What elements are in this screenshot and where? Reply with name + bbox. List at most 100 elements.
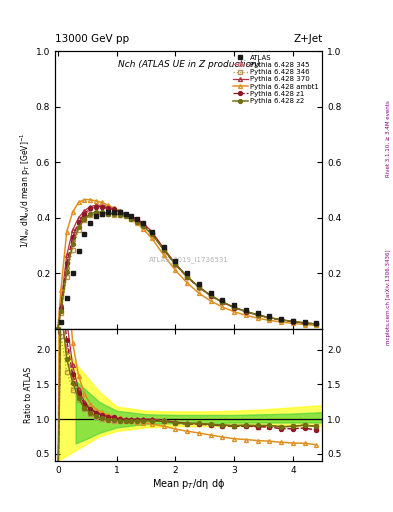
Pythia 6.428 346 xyxy=(82,218,87,224)
Pythia 6.428 ambt1 xyxy=(55,326,60,332)
Pythia 6.428 346 xyxy=(314,321,319,327)
Pythia 6.428 ambt1 xyxy=(100,199,105,205)
Pythia 6.428 z1 xyxy=(64,261,69,267)
Pythia 6.428 z2 xyxy=(55,326,60,332)
Pythia 6.428 370 xyxy=(135,216,140,222)
Pythia 6.428 ambt1 xyxy=(232,309,237,315)
Pythia 6.428 z1 xyxy=(279,317,283,323)
Pythia 6.428 346 xyxy=(196,284,201,290)
Pythia 6.428 z2 xyxy=(196,284,201,290)
Pythia 6.428 370 xyxy=(161,245,166,251)
Pythia 6.428 ambt1 xyxy=(59,287,63,293)
Pythia 6.428 345 xyxy=(94,203,99,209)
Pythia 6.428 ambt1 xyxy=(141,226,145,232)
Pythia 6.428 345 xyxy=(220,299,225,305)
Pythia 6.428 ambt1 xyxy=(123,212,128,218)
Pythia 6.428 ambt1 xyxy=(135,220,140,226)
Pythia 6.428 ambt1 xyxy=(208,298,213,304)
Legend: ATLAS, Pythia 6.428 345, Pythia 6.428 346, Pythia 6.428 370, Pythia 6.428 ambt1,: ATLAS, Pythia 6.428 345, Pythia 6.428 34… xyxy=(231,53,320,105)
Pythia 6.428 346 xyxy=(141,223,145,229)
Pythia 6.428 345 xyxy=(70,237,75,243)
Pythia 6.428 345 xyxy=(290,318,295,325)
Pythia 6.428 370 xyxy=(94,202,99,208)
Pythia 6.428 345 xyxy=(88,206,93,212)
Pythia 6.428 z2 xyxy=(267,314,272,321)
Pythia 6.428 345 xyxy=(82,212,87,218)
Pythia 6.428 ambt1 xyxy=(302,322,307,328)
Pythia 6.428 z2 xyxy=(208,292,213,298)
Pythia 6.428 z1 xyxy=(267,315,272,321)
Pythia 6.428 ambt1 xyxy=(88,197,93,203)
Pythia 6.428 z2 xyxy=(255,312,260,318)
Pythia 6.428 z1 xyxy=(82,210,87,217)
Pythia 6.428 345 xyxy=(196,285,201,291)
Pythia 6.428 z1 xyxy=(141,222,145,228)
Pythia 6.428 345 xyxy=(267,315,272,321)
Pythia 6.428 ambt1 xyxy=(82,197,87,203)
Pythia 6.428 346 xyxy=(94,210,99,217)
Pythia 6.428 ambt1 xyxy=(64,228,69,234)
Pythia 6.428 346 xyxy=(123,213,128,219)
Pythia 6.428 370 xyxy=(185,273,189,280)
Pythia 6.428 z1 xyxy=(220,299,225,305)
Pythia 6.428 346 xyxy=(220,299,225,305)
Pythia 6.428 346 xyxy=(279,317,283,323)
Pythia 6.428 z2 xyxy=(161,246,166,252)
Pythia 6.428 370 xyxy=(244,308,248,314)
Pythia 6.428 346 xyxy=(173,261,178,267)
Line: Pythia 6.428 ambt1: Pythia 6.428 ambt1 xyxy=(56,198,318,331)
Pythia 6.428 ambt1 xyxy=(70,209,75,215)
Pythia 6.428 z1 xyxy=(314,321,319,327)
Pythia 6.428 370 xyxy=(173,261,178,267)
Text: Z+Jet: Z+Jet xyxy=(293,33,322,44)
Pythia 6.428 z1 xyxy=(302,320,307,326)
Pythia 6.428 z1 xyxy=(290,318,295,325)
Pythia 6.428 ambt1 xyxy=(150,236,154,242)
Pythia 6.428 z2 xyxy=(220,299,225,305)
Pythia 6.428 345 xyxy=(255,312,260,318)
Pythia 6.428 z2 xyxy=(141,223,145,229)
Pythia 6.428 370 xyxy=(111,205,116,211)
Pythia 6.428 ambt1 xyxy=(196,290,201,296)
Pythia 6.428 346 xyxy=(55,326,60,332)
Pythia 6.428 346 xyxy=(76,227,81,233)
Pythia 6.428 ambt1 xyxy=(94,198,99,204)
Pythia 6.428 346 xyxy=(70,246,75,252)
Pythia 6.428 346 xyxy=(106,210,110,217)
Pythia 6.428 346 xyxy=(244,309,248,315)
Pythia 6.428 z1 xyxy=(185,274,189,280)
Line: Pythia 6.428 z2: Pythia 6.428 z2 xyxy=(56,210,318,331)
Pythia 6.428 370 xyxy=(64,252,69,258)
Pythia 6.428 345 xyxy=(117,209,122,215)
Pythia 6.428 370 xyxy=(290,318,295,325)
Pythia 6.428 370 xyxy=(314,321,319,327)
Pythia 6.428 345 xyxy=(135,218,140,224)
Pythia 6.428 z2 xyxy=(123,213,128,219)
Pythia 6.428 z1 xyxy=(94,203,99,209)
Pythia 6.428 370 xyxy=(232,304,237,310)
Pythia 6.428 z1 xyxy=(76,219,81,225)
Pythia 6.428 345 xyxy=(100,203,105,209)
Pythia 6.428 z1 xyxy=(135,218,140,224)
Pythia 6.428 z2 xyxy=(173,261,178,267)
Y-axis label: 1/N$_{ev}$ dN$_{ev}$/d mean p$_T$ [GeV]$^{-1}$: 1/N$_{ev}$ dN$_{ev}$/d mean p$_T$ [GeV]$… xyxy=(18,132,33,248)
Pythia 6.428 370 xyxy=(255,312,260,318)
Pythia 6.428 346 xyxy=(111,212,116,218)
Pythia 6.428 345 xyxy=(173,262,178,268)
Pythia 6.428 ambt1 xyxy=(314,322,319,328)
Pythia 6.428 ambt1 xyxy=(129,216,134,222)
Pythia 6.428 ambt1 xyxy=(161,252,166,258)
Pythia 6.428 z2 xyxy=(232,304,237,310)
Pythia 6.428 z2 xyxy=(106,210,110,217)
Line: Pythia 6.428 z1: Pythia 6.428 z1 xyxy=(56,205,318,331)
Pythia 6.428 z1 xyxy=(173,261,178,267)
Pythia 6.428 370 xyxy=(208,292,213,298)
Pythia 6.428 ambt1 xyxy=(117,208,122,214)
Pythia 6.428 370 xyxy=(117,208,122,214)
Pythia 6.428 ambt1 xyxy=(290,321,295,327)
Pythia 6.428 346 xyxy=(100,210,105,217)
Pythia 6.428 ambt1 xyxy=(244,312,248,318)
Pythia 6.428 345 xyxy=(232,305,237,311)
Line: Pythia 6.428 345: Pythia 6.428 345 xyxy=(56,205,318,331)
Pythia 6.428 ambt1 xyxy=(255,315,260,321)
